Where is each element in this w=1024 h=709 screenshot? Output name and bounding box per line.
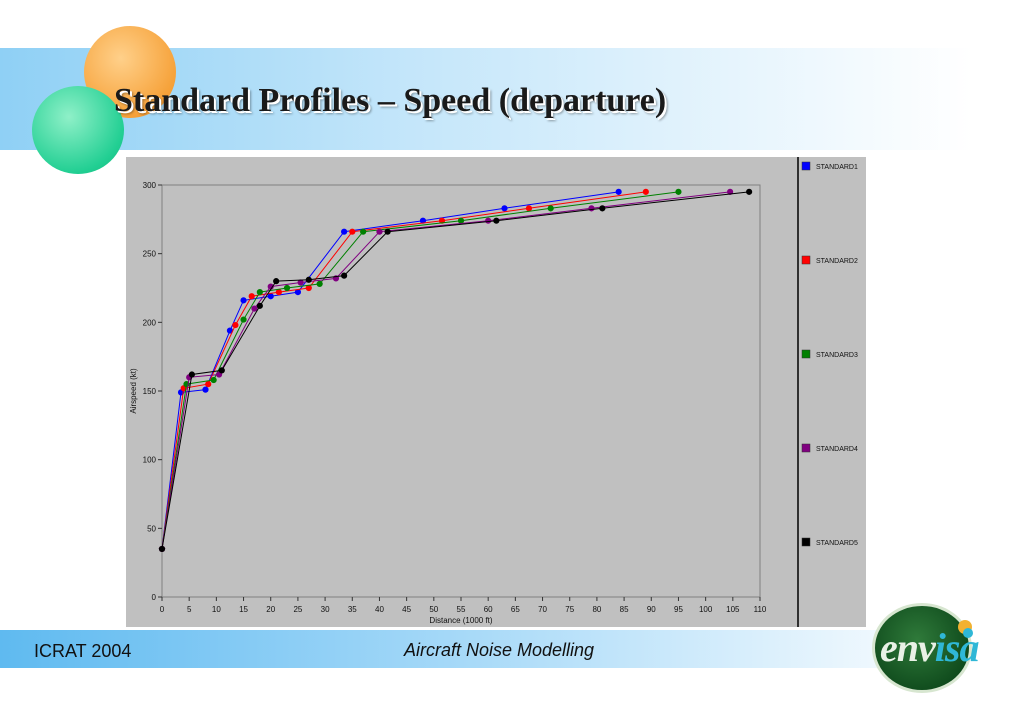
data-point-standard5 bbox=[493, 217, 500, 224]
data-point-standard1 bbox=[240, 297, 247, 304]
x-tick-label: 105 bbox=[726, 605, 740, 614]
data-point-standard3 bbox=[360, 228, 367, 235]
footer-topic: Aircraft Noise Modelling bbox=[404, 640, 595, 660]
legend-label-standard5: STANDARD5 bbox=[816, 540, 858, 547]
x-tick-label: 35 bbox=[348, 605, 357, 614]
data-point-standard5 bbox=[341, 272, 348, 279]
x-tick-label: 0 bbox=[160, 605, 165, 614]
slide-title: Standard Profiles – Speed (departure) bbox=[114, 82, 667, 119]
x-tick-label: 75 bbox=[565, 605, 574, 614]
envisa-logo bbox=[872, 603, 972, 693]
data-point-standard1 bbox=[501, 205, 508, 212]
footer-conference: ICRAT 2004 bbox=[34, 641, 132, 661]
legend-swatch-standard3 bbox=[801, 349, 811, 359]
legend-swatch-standard2 bbox=[801, 255, 811, 265]
series-line-standard3 bbox=[161, 191, 679, 549]
series-line-standard5 bbox=[161, 191, 750, 549]
y-tick-label: 50 bbox=[147, 524, 156, 533]
data-point-standard3 bbox=[675, 188, 682, 195]
x-tick-label: 85 bbox=[620, 605, 629, 614]
data-point-standard3 bbox=[457, 217, 465, 224]
series-line-standard1 bbox=[161, 191, 619, 549]
x-tick-label: 50 bbox=[429, 605, 438, 614]
data-point-standard5 bbox=[188, 371, 196, 378]
x-tick-label: 60 bbox=[484, 605, 493, 614]
data-point-standard2 bbox=[248, 293, 255, 300]
data-point-standard3 bbox=[316, 280, 323, 287]
data-point-standard2 bbox=[525, 205, 533, 212]
data-point-standard2 bbox=[275, 289, 282, 296]
legend-swatch-standard5 bbox=[801, 537, 811, 547]
data-point-standard4 bbox=[485, 217, 492, 224]
x-tick-label: 55 bbox=[457, 605, 466, 614]
data-point-standard1 bbox=[202, 386, 209, 393]
x-tick-label: 5 bbox=[187, 605, 192, 614]
y-tick-label: 300 bbox=[143, 181, 157, 190]
data-point-standard1 bbox=[267, 293, 274, 300]
data-point-standard4 bbox=[215, 371, 223, 378]
chart-panel: 0 5 10 15 20 25 30 35 40 45 50 55 60 65 70 75 80 85 90 95 10… bbox=[126, 157, 866, 627]
data-point-standard1 bbox=[615, 188, 622, 195]
data-point-standard1 bbox=[294, 289, 302, 296]
x-tick-label: 25 bbox=[293, 605, 302, 614]
data-point-standard5 bbox=[746, 188, 753, 195]
x-tick-label: 95 bbox=[674, 605, 683, 614]
data-point-standard3 bbox=[283, 284, 291, 292]
data-point-standard5 bbox=[256, 302, 263, 309]
x-tick-label: 80 bbox=[592, 605, 601, 614]
x-tick-label: 45 bbox=[402, 605, 411, 614]
data-point-standard5 bbox=[305, 276, 312, 283]
legend-swatch-standard4 bbox=[801, 443, 811, 453]
x-tick-label: 110 bbox=[754, 605, 767, 614]
data-point-standard2 bbox=[305, 284, 312, 292]
data-point-standard5 bbox=[218, 367, 225, 374]
x-tick-label: 15 bbox=[239, 605, 248, 614]
y-tick-label: 150 bbox=[143, 387, 157, 396]
legend-label-standard1: STANDARD1 bbox=[816, 164, 858, 171]
data-point-standard5 bbox=[158, 545, 166, 553]
legend-label-standard4: STANDARD4 bbox=[816, 446, 858, 453]
data-point-standard1 bbox=[341, 228, 348, 235]
y-tick-label: 200 bbox=[143, 318, 157, 327]
series-line-standard2 bbox=[161, 191, 646, 549]
legend-swatch-standard1 bbox=[801, 161, 811, 171]
x-tick-label: 90 bbox=[647, 605, 656, 614]
x-tick-label: 20 bbox=[266, 605, 275, 614]
y-tick-label: 0 bbox=[152, 593, 157, 602]
data-point-standard5 bbox=[599, 205, 606, 212]
data-point-standard2 bbox=[232, 321, 239, 329]
data-point-standard4 bbox=[376, 228, 383, 235]
series-line-standard4 bbox=[161, 191, 731, 549]
speed-profile-chart: 0 5 10 15 20 25 30 35 40 45 50 55 60 65 70 75 80 85 90 95 10… bbox=[129, 157, 858, 627]
data-point-standard2 bbox=[642, 188, 649, 195]
y-tick-label: 250 bbox=[143, 250, 157, 259]
data-point-standard4 bbox=[251, 305, 258, 312]
x-tick-label: 10 bbox=[212, 605, 221, 614]
data-point-standard3 bbox=[256, 289, 263, 296]
plot-frame bbox=[161, 184, 761, 598]
y-axis-label: Airspeed (kt) bbox=[129, 368, 138, 414]
legend-label-standard2: STANDARD2 bbox=[816, 258, 858, 265]
x-axis-label: Distance (1000 ft) bbox=[429, 616, 492, 625]
footer-band bbox=[0, 630, 1024, 668]
x-tick-label: 65 bbox=[511, 605, 520, 614]
data-point-standard3 bbox=[210, 376, 217, 384]
data-point-standard5 bbox=[384, 228, 391, 235]
legend-label-standard3: STANDARD3 bbox=[816, 352, 858, 359]
decorative-green-circle bbox=[32, 86, 124, 174]
y-tick-label: 100 bbox=[143, 456, 157, 465]
data-point-standard3 bbox=[240, 316, 247, 323]
data-point-standard2 bbox=[349, 228, 356, 235]
logo-blue-dot bbox=[963, 628, 973, 638]
x-tick-label: 40 bbox=[375, 605, 384, 614]
x-tick-label: 70 bbox=[538, 605, 547, 614]
data-point-standard2 bbox=[205, 381, 212, 388]
x-tick-label: 30 bbox=[321, 605, 330, 614]
logo-text-main: env bbox=[880, 625, 936, 670]
data-point-standard3 bbox=[547, 205, 554, 212]
x-tick-label: 100 bbox=[699, 605, 713, 614]
data-point-standard5 bbox=[273, 278, 280, 285]
